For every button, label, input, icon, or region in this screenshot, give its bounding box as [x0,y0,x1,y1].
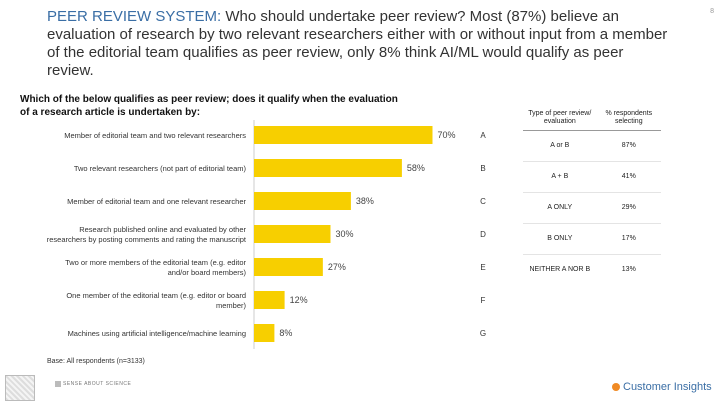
bar-c [254,192,351,210]
table-row: A ONLY 29% [523,192,661,224]
category-label: Two or more members of the editorial tea… [65,258,246,277]
table-row: NEITHER A NOR B 13% [523,255,661,286]
bar-value-label: 27% [328,262,346,272]
base-note: Base: All respondents (n=3133) [47,358,145,365]
category-label-line: Two or more members of the editorial tea… [65,258,246,267]
category-label-line: Research published online and evaluated … [79,225,246,234]
sense-about-science-logo: SENSE ABOUT SCIENCE [55,381,131,387]
table-header-row: Type of peer review/ evaluation % respon… [523,108,661,131]
headline: PEER REVIEW SYSTEM: Who should undertake… [47,8,672,80]
publisher-logo-icon [5,375,35,401]
bar-e [254,258,323,276]
bar-g [254,324,275,342]
bar-value-label: 58% [407,163,425,173]
table-cell-percent: 13% [621,266,636,273]
sense-logo-text: SENSE ABOUT SCIENCE [63,381,132,387]
headline-text: Who should undertake peer review? Most (… [47,8,668,79]
category-label-line: and/or board members) [168,268,247,277]
category-letter: F [481,296,486,305]
category-label-line: researchers by posting comments and rati… [47,235,247,244]
category-label-line: Member of editorial team and one relevan… [67,197,246,206]
table-cell-percent: 29% [596,192,661,224]
category-label: One member of the editorial team (e.g. e… [66,291,246,310]
table-cell-type: A ONLY [523,192,597,224]
category-label: Member of editorial team and one relevan… [67,197,246,206]
category-letter: C [480,197,486,206]
category-label-line: member) [216,301,247,310]
bar-b [254,159,402,177]
table-row: A or B 87% [523,130,661,162]
headline-system-label: PEER REVIEW SYSTEM: [47,8,222,25]
table-header-type: Type of peer review/ evaluation [523,108,597,131]
customer-insights-text: Customer Insights [623,381,712,393]
category-label-line: Two relevant researchers (not part of ed… [74,164,247,173]
category-letter: G [480,329,486,338]
table-cell-type: NEITHER A NOR B [529,266,591,273]
category-letter: D [480,230,486,239]
category-label: Machines using artificial intelligence/m… [68,329,246,338]
category-label-line: One member of the editorial team (e.g. e… [66,291,246,300]
category-letter: E [480,263,485,272]
table-row: A + B 41% [523,161,661,193]
table-cell-percent: 41% [596,161,661,193]
category-label: Research published online and evaluated … [47,225,247,244]
table-cell-type: B ONLY [523,223,597,255]
table-cell-type: A + B [523,161,597,193]
category-label-line: Machines using artificial intelligence/m… [68,329,246,338]
table-cell-percent: 17% [596,223,661,255]
category-label-line: Member of editorial team and two relevan… [64,131,246,140]
table-header-percent: % respondents selecting [596,108,661,131]
table-cell-percent: 87% [596,130,661,162]
question-text: Which of the below qualifies as peer rev… [20,94,398,118]
bar-value-label: 8% [279,328,292,338]
logo-square-icon [55,381,61,387]
customer-insights-logo: Customer Insights [612,381,712,393]
category-label: Two relevant researchers (not part of ed… [74,164,247,173]
page-number: 8 [710,8,714,15]
bar-f [254,291,285,309]
category-letter: B [480,164,485,173]
bar-value-label: 38% [356,196,374,206]
response-table: Type of peer review/ evaluation % respon… [523,108,661,285]
bar-value-label: 12% [290,295,308,305]
bar-value-label: 30% [336,229,354,239]
bar-a [254,126,433,144]
bar-d [254,225,331,243]
category-label: Member of editorial team and two relevan… [64,131,246,140]
bar-value-label: 70% [438,130,456,140]
table-cell-type: A or B [523,130,597,162]
category-letter: A [480,131,486,140]
logo-dot-icon [612,383,620,391]
table-row: B ONLY 17% [523,223,661,255]
